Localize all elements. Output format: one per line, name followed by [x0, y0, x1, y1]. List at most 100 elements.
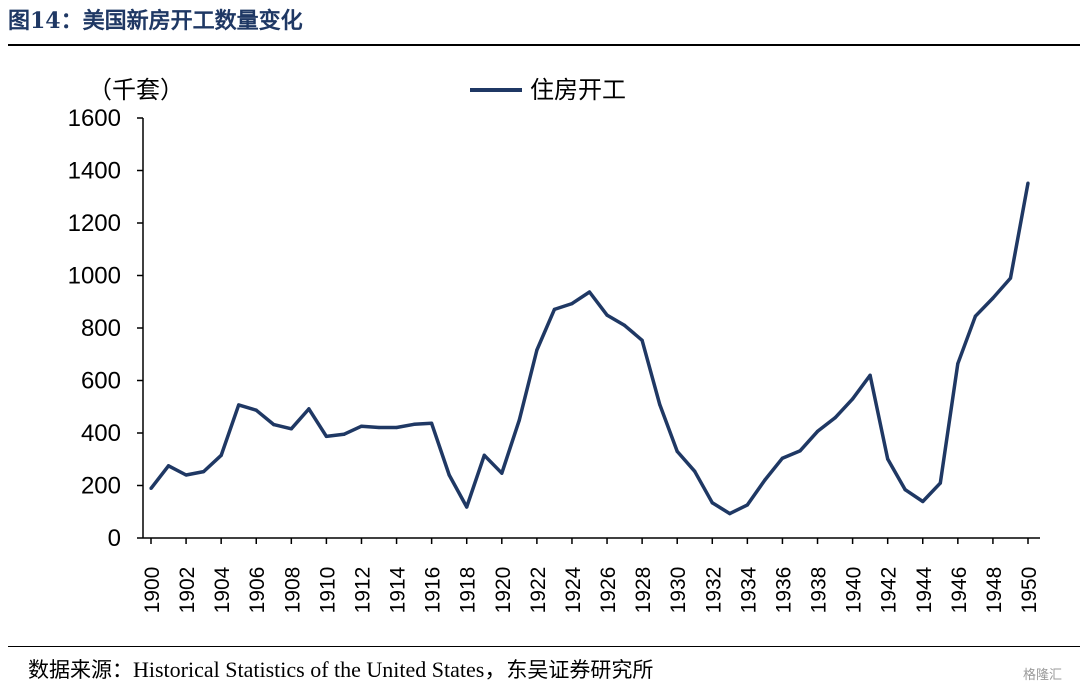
x-tick-label: 1924	[562, 566, 585, 613]
data-point-1924	[570, 301, 574, 306]
top-divider	[8, 44, 1080, 46]
source-note: 数据来源：Historical Statistics of the United…	[28, 652, 653, 688]
y-tick-label: 1600	[68, 105, 121, 132]
data-point-1914	[394, 425, 399, 430]
data-point-1923	[552, 307, 557, 311]
data-point-1917	[447, 473, 451, 477]
y-tick-label: 1200	[68, 210, 121, 237]
data-point-1947	[973, 314, 977, 318]
bottom-divider	[8, 646, 1080, 647]
y-axis-unit-label: （千套）	[88, 76, 184, 104]
data-point-1942	[886, 457, 890, 461]
x-tick-label: 1942	[878, 567, 901, 614]
legend: 住房开工	[470, 76, 626, 104]
data-point-1909	[307, 407, 311, 411]
data-point-1939	[833, 416, 837, 420]
line-chart: （千套） 住房开工 02004006008001000120014001600 …	[68, 76, 1041, 613]
y-axis-ticks: 0 200 400 600 800 1000 1200 1400 1600	[68, 105, 143, 552]
data-points	[149, 181, 1030, 516]
data-point-1912	[359, 424, 364, 428]
x-tick-label: 1922	[527, 567, 550, 614]
data-point-1938	[815, 429, 820, 434]
source-label: 数据来源：	[28, 658, 133, 682]
data-point-1916	[430, 421, 434, 425]
y-tick-label: 1000	[68, 263, 121, 290]
source-org: 东吴证券研究所	[506, 658, 654, 682]
legend-label: 住房开工	[530, 76, 626, 104]
data-point-1941	[868, 373, 872, 377]
data-point-1937	[798, 449, 802, 453]
y-tick-label: 0	[108, 525, 121, 552]
data-point-1933	[728, 511, 732, 516]
data-point-1945	[938, 481, 942, 485]
data-point-1902	[184, 473, 188, 477]
x-tick-label: 1906	[246, 567, 269, 614]
x-tick-label: 1900	[141, 567, 164, 614]
data-point-1913	[377, 425, 381, 430]
data-point-1904	[219, 453, 223, 457]
data-point-1948	[991, 296, 995, 300]
x-tick-label: 1910	[316, 567, 339, 614]
data-point-1943	[903, 488, 907, 492]
x-tick-label: 1926	[597, 567, 620, 614]
data-point-1930	[675, 449, 679, 453]
data-point-1926	[605, 313, 609, 317]
data-point-1931	[693, 469, 697, 473]
x-tick-label: 1944	[913, 566, 936, 613]
data-point-1900	[149, 486, 153, 490]
y-tick-label: 1400	[68, 158, 121, 185]
watermark: 格隆汇	[1022, 668, 1062, 683]
x-tick-label: 1932	[702, 567, 725, 614]
x-tick-label: 1902	[176, 567, 199, 614]
data-point-1934	[745, 503, 749, 507]
x-tick-label: 1928	[632, 567, 655, 614]
x-tick-label: 1914	[387, 566, 410, 613]
x-tick-label: 1904	[211, 566, 234, 613]
data-point-1950	[1026, 181, 1030, 185]
x-tick-label: 1934	[737, 566, 760, 613]
y-tick-label: 200	[81, 473, 121, 500]
data-point-1946	[956, 362, 960, 366]
series-line-housing-starts	[149, 182, 1030, 516]
data-point-1944	[921, 499, 925, 504]
figure-title: 图14：美国新房开工数量变化	[8, 8, 303, 34]
x-tick-label: 1908	[281, 567, 304, 614]
x-tick-label: 1936	[772, 567, 795, 614]
x-tick-label: 1916	[422, 567, 445, 614]
y-tick-label: 800	[81, 315, 121, 342]
source-text: Historical Statistics of the United Stat…	[133, 657, 507, 682]
data-point-1908	[289, 427, 293, 431]
x-tick-label: 1938	[808, 567, 831, 614]
data-point-1905	[237, 403, 241, 407]
data-point-1927	[622, 323, 627, 327]
data-point-1925	[587, 290, 592, 294]
x-tick-label: 1912	[351, 567, 374, 614]
data-point-1919	[482, 453, 486, 457]
data-point-1949	[1008, 276, 1013, 280]
x-tick-label: 1940	[843, 567, 866, 614]
data-point-1906	[254, 408, 258, 412]
data-point-1921	[517, 418, 521, 422]
x-tick-label: 1950	[1018, 567, 1041, 614]
data-point-1920	[500, 471, 504, 475]
data-point-1928	[640, 338, 644, 342]
data-point-1911	[342, 432, 346, 436]
data-point-1936	[780, 456, 785, 460]
data-point-1910	[324, 434, 328, 439]
data-point-1903	[202, 469, 206, 474]
x-axis-ticks: 1900 1902 1904 1906 1908 1910 1912 1914 1916 1918…	[141, 538, 1041, 613]
data-point-1907	[272, 423, 276, 427]
data-point-1922	[535, 348, 539, 352]
data-point-1935	[763, 478, 767, 482]
x-tick-label: 1930	[667, 567, 690, 614]
x-tick-label: 1946	[948, 567, 971, 614]
data-point-1932	[710, 501, 714, 505]
data-point-1929	[658, 402, 662, 406]
y-tick-label: 600	[81, 368, 121, 395]
data-point-1901	[166, 464, 171, 468]
x-tick-label: 1920	[492, 567, 515, 614]
data-point-1918	[465, 505, 469, 509]
x-tick-label: 1918	[457, 567, 480, 614]
y-tick-label: 400	[81, 420, 121, 447]
data-point-1940	[851, 397, 855, 401]
